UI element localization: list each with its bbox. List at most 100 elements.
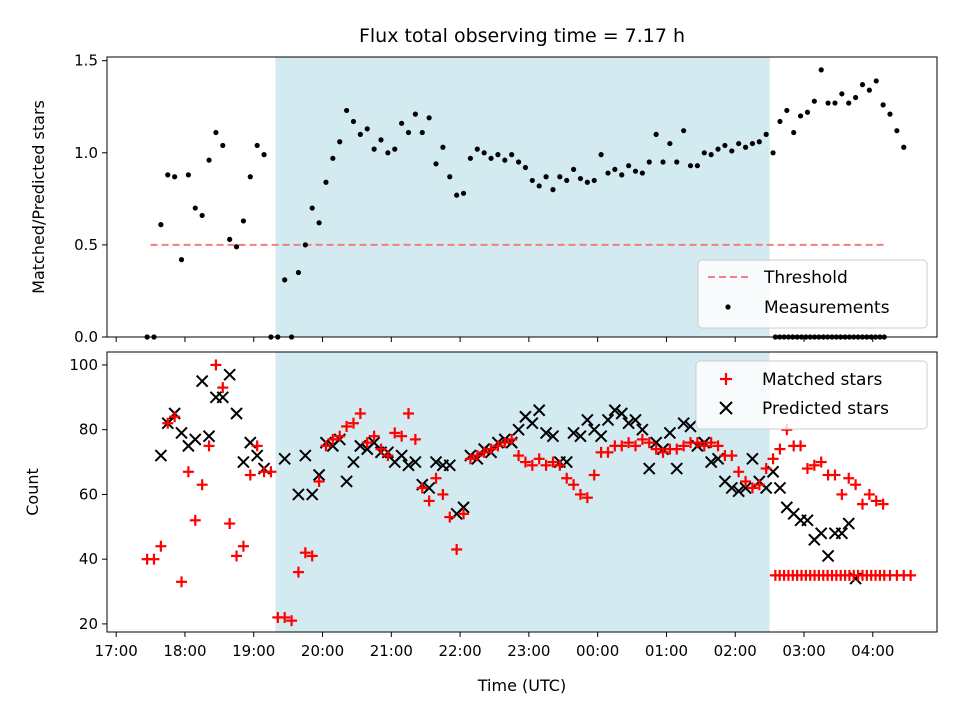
predicted-star-marker bbox=[340, 475, 353, 488]
predicted-star-marker bbox=[622, 417, 635, 430]
measurement-point bbox=[639, 170, 645, 176]
matched-star-marker bbox=[650, 443, 662, 455]
bottom-legend: Matched stars Predicted stars bbox=[695, 360, 928, 430]
measurement-point bbox=[412, 111, 418, 117]
matched-star-marker bbox=[176, 576, 188, 588]
matched-star-marker bbox=[499, 437, 511, 449]
matched-star-marker bbox=[623, 437, 635, 449]
predicted-star-marker bbox=[615, 407, 628, 420]
predicted-star-marker bbox=[195, 374, 209, 388]
bottom-y-tick-label: 40 bbox=[79, 550, 98, 568]
predicted-star-marker bbox=[539, 426, 553, 440]
predicted-star-marker bbox=[670, 462, 683, 475]
predicted-star-marker bbox=[677, 417, 690, 430]
predicted-star-marker bbox=[594, 429, 608, 443]
matched-star-marker bbox=[347, 417, 359, 429]
predicted-star-marker bbox=[216, 391, 229, 404]
bottom-plot-frame bbox=[106, 351, 938, 633]
matched-star-marker bbox=[808, 459, 820, 471]
bottom-y-tick-label: 100 bbox=[69, 356, 98, 374]
measurement-point bbox=[543, 174, 549, 180]
measurement-point bbox=[825, 100, 831, 106]
matched-star-marker bbox=[877, 498, 889, 510]
predicted-star-marker bbox=[815, 527, 828, 540]
matched-star-marker bbox=[265, 466, 277, 478]
matched-star-marker bbox=[327, 433, 339, 445]
predicted-star-marker bbox=[512, 423, 525, 436]
top-y-tick-label: 1.0 bbox=[74, 144, 98, 162]
x-tick-label: 22:00 bbox=[438, 642, 481, 660]
legend-measurements-swatch bbox=[725, 304, 731, 310]
matched-star-marker bbox=[148, 553, 160, 565]
matched-star-marker bbox=[341, 420, 353, 432]
matched-star-marker bbox=[678, 440, 690, 452]
x-tick-label: 01:00 bbox=[645, 642, 688, 660]
measurement-point bbox=[853, 94, 859, 101]
top-y-tick-label: 0.0 bbox=[74, 328, 98, 346]
matched-star-marker bbox=[313, 475, 325, 487]
matched-star-marker bbox=[196, 479, 208, 491]
top-y-axis-label: Matched/Predicted stars bbox=[29, 100, 48, 294]
matched-star-marker bbox=[210, 359, 222, 371]
legend-threshold-label: Threshold bbox=[763, 268, 848, 288]
matched-star-marker bbox=[396, 430, 408, 442]
x-axis-label: Time (UTC) bbox=[477, 676, 566, 695]
bottom-y-tick-label: 60 bbox=[79, 485, 98, 503]
measurement-point bbox=[323, 179, 329, 185]
matched-star-marker bbox=[203, 440, 215, 452]
measurement-point bbox=[460, 190, 467, 196]
matched-star-marker bbox=[733, 466, 745, 478]
matched-star-marker bbox=[671, 443, 683, 455]
measurement-point bbox=[495, 152, 501, 158]
measurement-point bbox=[282, 277, 288, 283]
measurement-point bbox=[350, 118, 357, 125]
measurement-point bbox=[220, 142, 226, 149]
matched-star-marker bbox=[795, 440, 807, 452]
matched-star-marker bbox=[636, 433, 648, 445]
matched-star-marker bbox=[306, 550, 318, 562]
measurement-point bbox=[591, 177, 597, 184]
top-panel-axes: 0.0 0.5 1.0 1.5 bbox=[74, 52, 874, 346]
matched-star-marker bbox=[451, 543, 463, 555]
matched-star-marker bbox=[657, 446, 669, 458]
matched-star-marker bbox=[237, 540, 249, 552]
measurement-point bbox=[777, 118, 783, 125]
measurement-point bbox=[722, 142, 728, 149]
top-legend: Threshold Measurements bbox=[697, 259, 928, 329]
matched-star-marker bbox=[602, 446, 614, 458]
measurement-point bbox=[797, 113, 804, 119]
measurement-point bbox=[529, 177, 535, 184]
predicted-star-marker bbox=[429, 455, 443, 469]
matched-star-marker bbox=[471, 450, 483, 462]
measurement-point bbox=[901, 144, 907, 150]
matched-star-marker bbox=[746, 482, 758, 494]
matched-star-marker bbox=[299, 547, 311, 559]
matched-star-marker bbox=[616, 440, 628, 452]
measurement-point bbox=[316, 220, 322, 226]
matched-star-marker bbox=[458, 508, 470, 520]
measurement-point bbox=[660, 159, 666, 165]
predicted-star-marker bbox=[629, 413, 642, 427]
matched-star-marker bbox=[375, 443, 387, 455]
measurement-point bbox=[880, 102, 886, 108]
measurement-point bbox=[392, 146, 398, 152]
measurement-point bbox=[433, 161, 439, 167]
predicted-star-marker bbox=[704, 455, 718, 469]
x-tick-label: 20:00 bbox=[301, 642, 344, 660]
matched-star-marker bbox=[334, 430, 346, 442]
matched-star-marker bbox=[155, 540, 167, 552]
predicted-star-marker bbox=[663, 426, 677, 440]
legend-predicted-swatch bbox=[719, 401, 733, 415]
measurement-point bbox=[626, 163, 632, 169]
measurement-point bbox=[192, 205, 198, 211]
predicted-star-marker bbox=[608, 404, 622, 417]
predicted-star-marker bbox=[643, 462, 656, 475]
predicted-star-marker bbox=[189, 433, 202, 446]
measurement-point bbox=[846, 100, 852, 106]
measurement-point bbox=[674, 159, 680, 165]
top-y-tick-label: 0.5 bbox=[74, 236, 98, 254]
top-shaded-window bbox=[275, 57, 770, 337]
measurement-point bbox=[474, 146, 480, 152]
bottom-y-axis-label: Count bbox=[23, 468, 42, 516]
legend-matched-label: Matched stars bbox=[762, 370, 882, 390]
